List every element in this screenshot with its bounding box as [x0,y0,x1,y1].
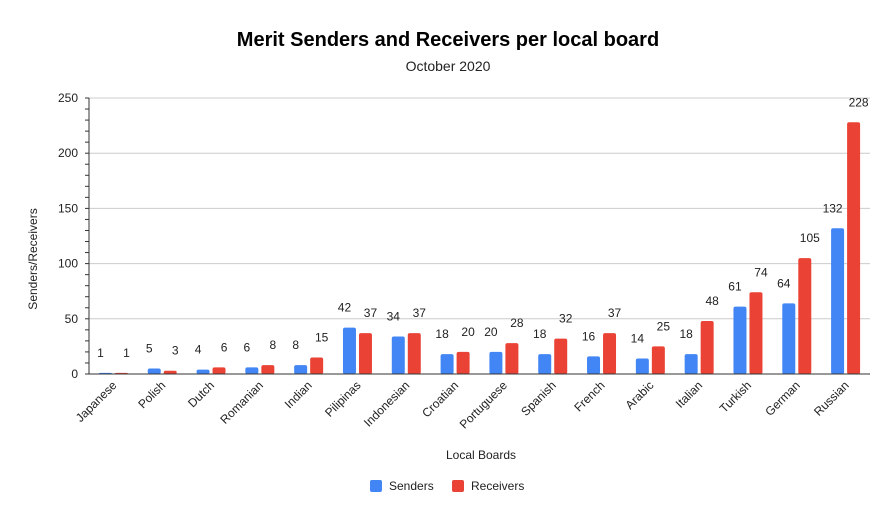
bar-receivers [554,338,568,374]
y-tick-label: 250 [58,91,78,105]
x-tick-label: Japanese [73,378,120,425]
bar-receivers [700,321,714,374]
bar-receivers [505,343,519,374]
data-label: 37 [364,306,378,320]
data-label: 4 [195,343,202,357]
bar-senders [538,354,552,374]
data-label: 34 [387,309,401,323]
x-tick-label: Croatian [419,378,461,420]
data-label: 5 [146,341,153,355]
data-label: 105 [800,231,820,245]
x-tick-label: Romanian [217,378,266,427]
chart-title: Merit Senders and Receivers per local bo… [237,29,659,51]
x-tick-label: Pilipinas [322,378,364,420]
data-label: 32 [559,312,573,326]
y-tick-label: 50 [65,312,79,326]
data-label: 25 [657,319,671,333]
bar-receivers [407,333,421,374]
x-tick-label: Portuguese [457,378,511,432]
bar-senders [733,306,747,374]
data-label: 6 [244,340,251,354]
bar-senders [684,354,698,374]
bar-senders [782,303,796,374]
bar-senders [587,356,601,374]
legend-label: Senders [389,479,434,493]
x-tick-label: German [762,378,803,419]
gridlines [89,97,870,320]
bar-senders [831,228,845,374]
x-tick-label: Indian [282,378,315,411]
bar-senders [294,365,308,374]
x-axis-title: Local Boards [446,448,516,462]
chart-subtitle: October 2020 [406,58,491,74]
bar-receivers [358,333,372,374]
data-label: 74 [754,265,768,279]
x-axis: Japanese Polish Dutch Romanian Indian Pilipin… [73,373,870,432]
bar-receivers [749,292,763,374]
x-tick-label: Polish [135,378,168,411]
data-label: 16 [582,329,596,343]
bar-senders [440,354,454,374]
data-label: 18 [533,327,547,341]
x-tick-label: French [571,378,607,414]
data-label: 1 [97,346,104,360]
bar-receivers [847,122,861,375]
data-label: 8 [270,338,277,352]
data-label: 42 [338,301,352,315]
x-tick-label: Turkish [717,378,754,415]
legend-label: Receivers [471,479,524,493]
data-label: 48 [705,294,719,308]
data-label: 18 [435,327,449,341]
x-tick-label: Italian [673,378,706,411]
bar-receivers [261,365,275,374]
data-label: 132 [823,201,843,215]
data-label: 20 [461,325,475,339]
data-label: 228 [849,95,869,109]
x-tick-label: Dutch [185,378,217,410]
data-label: 1 [123,346,130,360]
y-tick-label: 150 [58,201,78,215]
x-tick-label: Indonesian [361,378,412,429]
y-axis-title: Senders/Receivers [26,208,40,309]
data-label: 61 [728,280,742,294]
bar-senders [147,368,161,374]
bars [98,122,861,375]
bar-senders [489,351,503,374]
data-label: 18 [679,327,693,341]
data-label: 8 [292,338,299,352]
bar-receivers [163,370,177,374]
legend-swatch-receivers [452,480,464,492]
bar-senders [196,369,210,374]
y-tick-label: 100 [58,257,78,271]
y-axis: 0 50 100 150 200 250 [58,91,90,381]
data-label: 3 [172,344,179,358]
data-label: 6 [221,340,228,354]
bar-receivers [798,258,812,374]
data-label: 28 [510,316,524,330]
bar-senders [391,336,405,374]
bar-receivers [212,367,226,374]
x-tick-label: Russian [811,378,852,419]
data-label: 15 [315,330,329,344]
y-tick-label: 0 [71,367,78,381]
y-tick-label: 200 [58,146,78,160]
data-label: 14 [631,332,645,346]
legend: Senders Receivers [370,479,524,493]
data-label: 37 [413,306,427,320]
bar-receivers [310,357,324,374]
x-tick-label: Spanish [518,378,559,419]
bar-receivers [456,351,470,374]
bar-receivers [651,346,665,374]
bar-receivers [603,333,617,374]
legend-swatch-senders [370,480,382,492]
data-label: 64 [777,276,791,290]
bar-senders [342,327,356,374]
bar-senders [245,367,259,374]
bar-senders [635,358,649,374]
data-label: 37 [608,306,622,320]
x-tick-label: Arabic [623,378,657,412]
data-label: 20 [484,325,498,339]
